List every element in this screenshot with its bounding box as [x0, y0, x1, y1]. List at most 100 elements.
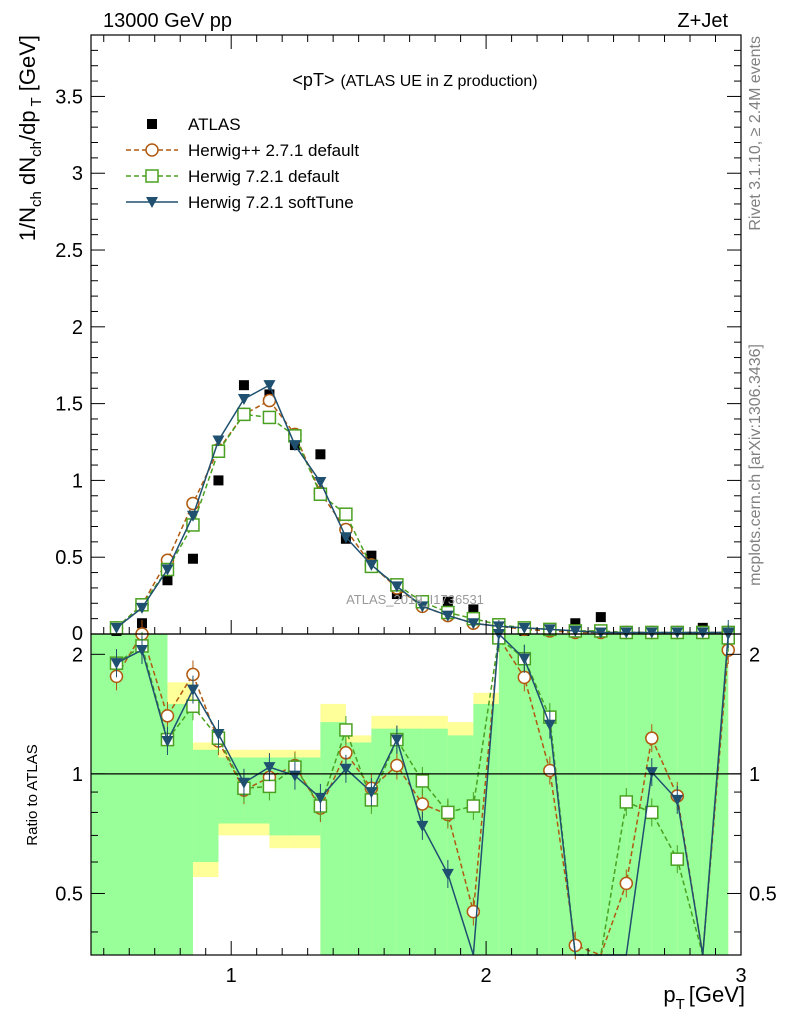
header-left: 13000 GeV pp [103, 10, 232, 32]
main-series-point [213, 475, 224, 486]
main-y-axis-label-part: dN [15, 157, 40, 191]
x-axis-label-unit: [GeV] [689, 982, 745, 1007]
legend-marker [145, 169, 159, 183]
ratio-series-point [339, 763, 352, 775]
legend-label: Herwig 7.2.1 softTune [188, 193, 354, 212]
ratio-ytick-label: 1 [72, 764, 83, 786]
main-series-point [237, 394, 250, 406]
main-series-point [365, 559, 378, 571]
band-green-bin [473, 703, 499, 955]
ratio-series-point [161, 736, 174, 748]
band-green-bin [345, 742, 372, 955]
ratio-series-point [441, 805, 455, 820]
main-series-point [390, 581, 403, 593]
main-series-point [315, 449, 326, 460]
main-series-point [162, 575, 173, 586]
ratio-ytick-label-right: 2 [749, 644, 760, 666]
main-series-point [238, 380, 249, 391]
main-series-point [186, 510, 199, 522]
ratio-series-point [212, 729, 225, 741]
band-green-bin [626, 634, 652, 955]
ratio-series-point [339, 723, 353, 737]
legend: ATLAS Herwig++ 2.7.1 default Herwig 7.2.1 … [126, 115, 359, 212]
main-y-axis-label-part: ch [28, 141, 45, 157]
ratio-series-point [645, 767, 658, 779]
ratio-series-point [110, 658, 123, 670]
legend-label: Herwig 7.2.1 default [188, 167, 339, 186]
mcplots-side-label: mcplots.cern.ch [arXiv:1306.3436] [747, 344, 764, 586]
plot-title-main: <pT> [292, 70, 334, 90]
ratio-ytick-label: 2 [72, 644, 83, 666]
ratio-series-point [619, 795, 634, 809]
main-series-point [187, 553, 198, 564]
ratio-series-point [416, 820, 429, 832]
main-series-point [645, 627, 658, 639]
ratio-ytick-label-right: 1 [749, 764, 760, 786]
ratio-series-point [365, 787, 378, 799]
header-right: Z+Jet [677, 10, 728, 32]
main-series-point [366, 550, 377, 561]
band-green-bin [422, 728, 448, 955]
ratio-series-point [262, 779, 277, 794]
ratio-series-point [645, 731, 659, 745]
ratio-series-point [518, 653, 531, 665]
ratio-series-point [263, 762, 276, 774]
ratio-series-point [186, 684, 199, 696]
main-series-point [212, 435, 225, 447]
axes: 0.511.522.533.501 2 30.5 0.51 12 2pT [GeV]1/Nc… [15, 34, 777, 1013]
xtick-label: 1 [226, 965, 237, 987]
ratio-series-point [670, 852, 685, 866]
plot-title: <pT> (ATLAS UE in Z production) [292, 70, 537, 90]
xtick-label: 3 [735, 965, 746, 987]
band-green-bin [498, 634, 525, 955]
band-green-bin [91, 634, 117, 955]
rivet-side-label: Rivet 3.1.10, ≥ 2.4M events [747, 36, 764, 231]
main-series-point [518, 622, 531, 634]
main-y-axis-label-part: 1/N [15, 207, 40, 241]
band-green-bin [116, 634, 142, 955]
ratio-series-point [415, 774, 430, 788]
ratio-series-point [415, 797, 430, 811]
ratio-ytick-label: 0.5 [55, 883, 83, 905]
main-series-point [161, 564, 174, 576]
ratio-series-point [390, 734, 403, 746]
main-series-point [416, 601, 429, 613]
main-plot-series [109, 380, 736, 640]
main-series-point [671, 627, 684, 639]
band-green-bin [141, 634, 168, 955]
ratio-ylabel: Ratio to ATLAS [24, 744, 41, 845]
x-axis-label-sub: T [676, 996, 685, 1013]
main-ytick-label: 0 [72, 623, 83, 645]
legend-marker [147, 119, 157, 129]
main-ytick-label: 2.5 [55, 240, 83, 262]
legend-marker [146, 197, 158, 208]
ratio-series-point [314, 792, 327, 804]
ratio-series-point [671, 794, 684, 806]
main-series-point [314, 476, 327, 488]
main-series-point [339, 507, 353, 521]
ratio-series-point [160, 709, 175, 723]
main-series-point [442, 596, 453, 607]
main-series-point [570, 618, 581, 629]
plot-title-sub: (ATLAS UE in Z production) [340, 73, 537, 90]
main-series-point [595, 612, 606, 623]
main-series-point [339, 532, 352, 544]
band-green-bin [575, 634, 601, 955]
ratio-series-point [645, 805, 659, 820]
main-series-point [594, 627, 607, 639]
x-axis-label: pT [GeV] [663, 982, 745, 1013]
ratio-series-point [390, 758, 404, 773]
main-ytick-label: 1 [72, 470, 83, 492]
ratio-series-point [619, 876, 634, 891]
main-series-point [468, 604, 479, 615]
ratio-ytick-label-right: 0.5 [749, 883, 777, 905]
ratio-plot-frame [90, 633, 742, 956]
ratio-series-point [237, 777, 250, 789]
ratio-series-point [135, 645, 148, 657]
x-axis-label-p: p [663, 982, 675, 1007]
main-series-point [543, 624, 556, 636]
main-y-axis-label: 1/Nch dNch/dp T [GeV] [15, 35, 45, 241]
band-green-bin [192, 749, 219, 863]
main-series-point [696, 627, 709, 639]
